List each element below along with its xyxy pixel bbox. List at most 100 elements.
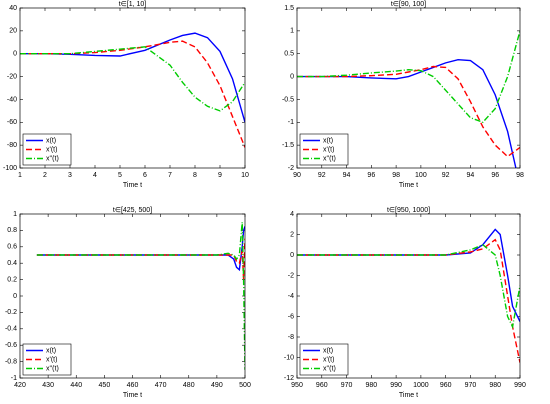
y-tick-label: -60	[7, 119, 17, 126]
y-tick-label: -0.2	[5, 309, 17, 316]
x-tick-label: 460	[127, 382, 139, 389]
y-tick-label: -2	[288, 272, 294, 279]
y-tick-label: -40	[7, 96, 17, 103]
line-series	[297, 58, 517, 168]
y-tick-label: 0.4	[7, 260, 17, 267]
plot-frame	[296, 213, 521, 379]
legend-label: x''(t)	[323, 365, 336, 372]
line-series	[297, 30, 520, 124]
x-tick-label: 94	[467, 172, 475, 179]
x-tick-label: 970	[465, 382, 477, 389]
x-tick-label: 990	[390, 382, 402, 389]
x-tick-label: 970	[341, 382, 353, 389]
legend-label: x'(t)	[46, 356, 57, 363]
y-tick-label: -0.8	[5, 358, 17, 365]
x-tick-label: 100	[415, 172, 427, 179]
x-axis-label: Time t	[123, 182, 142, 189]
y-tick-label: -100	[3, 165, 17, 172]
x-tick-label: 430	[42, 382, 54, 389]
y-tick-label: 0.2	[7, 276, 17, 283]
x-tick-label: 96	[367, 172, 375, 179]
legend-label: x(t)	[323, 137, 333, 144]
legend-label: x'(t)	[323, 146, 334, 153]
x-tick-label: 92	[318, 172, 326, 179]
line-series	[297, 65, 520, 158]
x-tick-label: 4	[93, 172, 97, 179]
y-tick-label: 0	[13, 293, 17, 300]
x-tick-label: 470	[155, 382, 167, 389]
y-tick-label: -0.5	[282, 96, 294, 103]
x-tick-label: 1	[18, 172, 22, 179]
y-tick-label: 0.8	[7, 227, 17, 234]
x-tick-label: 8	[193, 172, 197, 179]
legend-label: x(t)	[46, 137, 56, 144]
y-tick-label: -12	[284, 375, 294, 382]
legend-label: x''(t)	[46, 365, 59, 372]
x-axis-label: Time t	[399, 182, 418, 189]
y-tick-label: -20	[7, 73, 17, 80]
y-tick-label: 1	[13, 211, 17, 218]
x-tick-label: 980	[365, 382, 377, 389]
x-tick-label: 96	[491, 172, 499, 179]
y-tick-label: 2	[290, 231, 294, 238]
x-tick-label: 950	[291, 382, 303, 389]
x-tick-label: 960	[440, 382, 452, 389]
line-series	[297, 238, 520, 363]
line-series	[20, 46, 245, 112]
x-tick-label: 10	[241, 172, 249, 179]
x-tick-label: 92	[442, 172, 450, 179]
y-tick-label: 1	[290, 28, 294, 35]
chart-title: t∈[950, 1000]	[387, 207, 430, 214]
y-tick-label: -80	[7, 142, 17, 149]
chart-title: t∈[425, 500]	[113, 207, 152, 214]
y-tick-label: -0.4	[5, 326, 17, 333]
x-tick-label: 94	[343, 172, 351, 179]
x-tick-label: 440	[70, 382, 82, 389]
x-tick-label: 490	[211, 382, 223, 389]
y-tick-label: -1	[11, 375, 17, 382]
x-tick-label: 450	[99, 382, 111, 389]
x-tick-label: 500	[239, 382, 251, 389]
x-tick-label: 6	[143, 172, 147, 179]
legend-label: x'(t)	[46, 146, 57, 153]
x-tick-label: 5	[118, 172, 122, 179]
line-series	[297, 243, 520, 329]
plot-frame	[19, 213, 246, 379]
x-tick-label: 98	[392, 172, 400, 179]
legend-label: x'(t)	[323, 356, 334, 363]
y-tick-label: -10	[284, 354, 294, 361]
y-tick-label: -8	[288, 334, 294, 341]
x-tick-label: 980	[489, 382, 501, 389]
y-tick-label: 0.6	[7, 244, 17, 251]
x-tick-label: 990	[514, 382, 526, 389]
plot-frame	[19, 7, 246, 169]
x-tick-label: 420	[14, 382, 26, 389]
x-tick-label: 480	[183, 382, 195, 389]
chart-title: t∈[90, 100]	[391, 1, 426, 8]
y-tick-label: -1	[288, 119, 294, 126]
x-tick-label: 1000	[413, 382, 429, 389]
legend-label: x''(t)	[323, 155, 336, 162]
legend-label: x''(t)	[46, 155, 59, 162]
legend-label: x(t)	[323, 347, 333, 354]
y-tick-label: 0.5	[284, 51, 294, 58]
y-tick-label: -0.6	[5, 342, 17, 349]
y-tick-label: -6	[288, 313, 294, 320]
x-tick-label: 90	[293, 172, 301, 179]
x-tick-label: 7	[168, 172, 172, 179]
x-tick-label: 3	[68, 172, 72, 179]
plot-frame	[296, 7, 521, 169]
y-tick-label: 20	[9, 28, 17, 35]
y-tick-label: 0	[290, 73, 294, 80]
y-tick-label: 4	[290, 211, 294, 218]
x-axis-label: Time t	[123, 392, 142, 399]
line-series	[36, 222, 245, 370]
y-tick-label: -4	[288, 293, 294, 300]
legend-label: x(t)	[46, 347, 56, 354]
chart-title: t∈[1, 10]	[119, 1, 147, 8]
x-tick-label: 960	[316, 382, 328, 389]
y-tick-label: 0	[290, 252, 294, 259]
x-axis-label: Time t	[399, 392, 418, 399]
y-tick-label: 1.5	[284, 5, 294, 12]
